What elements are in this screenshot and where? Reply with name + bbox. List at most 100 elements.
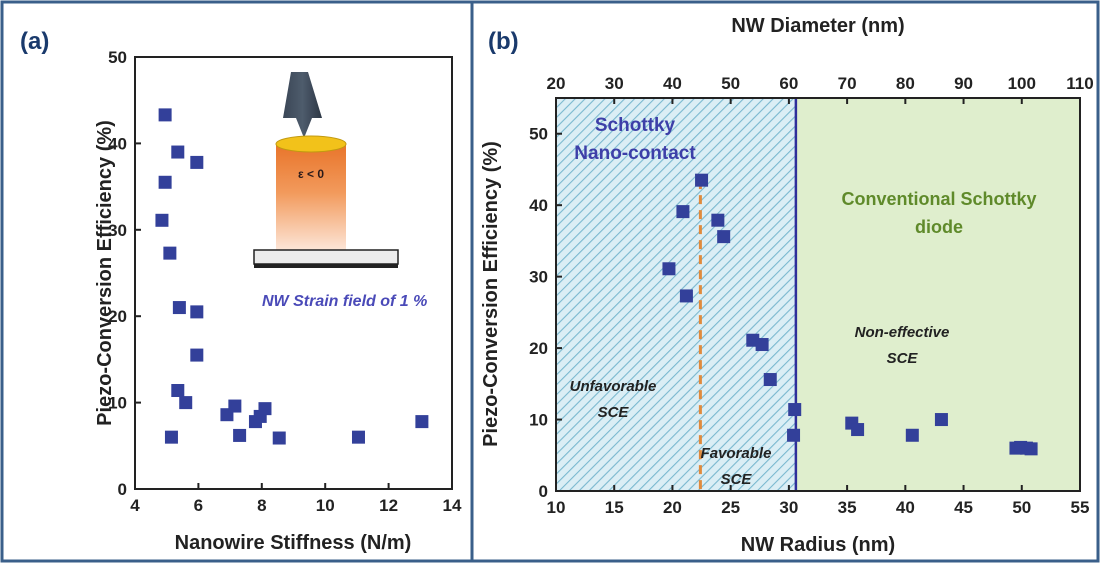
panel-a-x-tick-label: 12 [379,496,398,515]
panel-b-top-tick-label: 30 [605,74,624,93]
favorable-sce-label-2: SCE [721,471,753,488]
panel-a-data-point [155,213,169,227]
panel-b-y-axis-label: Piezo-Conversion Efficiency (%) [480,141,502,447]
strain-epsilon-label: ε < 0 [298,167,324,181]
panel-a-data-point [171,145,185,159]
panel-a-x-tick-label: 10 [316,496,335,515]
panel-b-y-tick-label: 20 [529,339,548,358]
panel-a-data-point [172,301,186,315]
unfavorable-sce-label-2: SCE [598,404,630,421]
panel-a-data-point [351,430,365,444]
panel-b-data-point [711,213,725,227]
panel-b-x-tick-label: 55 [1071,498,1090,517]
noneffective-sce-label-2: SCE [887,350,919,367]
panel-b-y-tick-label: 30 [529,268,548,287]
substrate-icon [253,249,399,265]
panel-a-data-point [164,430,178,444]
panel-a-y-tick-label: 30 [108,221,127,240]
panel-b-data-point [851,423,865,437]
panel-b-x-tick-label: 50 [1012,498,1031,517]
panel-a-x-axis-label: Nanowire Stiffness (N/m) [175,532,412,554]
panel-b-data-point [755,338,769,352]
panel-a-points [155,108,429,445]
panel-a-x-tick-label: 8 [257,496,266,515]
panel-b-top-tick-label: 100 [1008,74,1036,93]
panel-b-data-point [676,205,690,219]
panel-b-data-point [1024,442,1038,456]
panel-a: (a) ε < 0 NW Strain fie [20,28,462,554]
panel-b-points [662,173,1038,456]
panel-b-data-point [679,289,693,303]
panel-b-plot-frame [555,97,1081,492]
panel-b-top-tick-label: 80 [896,74,915,93]
panel-a-data-point [233,428,247,442]
favorable-sce-label-1: Favorable [701,445,772,462]
panel-a-data-point [228,399,242,413]
panel-b-data-point [905,428,919,442]
panel-b-x-tick-label: 20 [663,498,682,517]
panel-a-x-tick-label: 6 [194,496,203,515]
schottky-nanocontact-title-1: Schottky [595,115,676,136]
panel-a-y-tick-label: 50 [108,48,127,67]
panel-b-y-tick-label: 10 [529,411,548,430]
nanowire-icon [276,144,346,252]
panel-a-data-point [258,402,272,416]
schottky-nanocontact-title-2: Nano-contact [574,143,696,164]
panel-b-x-tick-label: 10 [547,498,566,517]
panel-b-data-point [787,428,801,442]
panel-b-x-axis-label: NW Radius (nm) [741,534,895,556]
panel-a-data-point [158,108,172,122]
panel-b-data-point [934,413,948,427]
panel-a-y-tick-label: 40 [108,134,127,153]
panel-a-data-point [179,396,193,410]
panel-b-data-point [662,262,676,276]
panel-b-x-tick-label: 45 [954,498,973,517]
panel-a-data-point [190,348,204,362]
panel-b-top-tick-label: 60 [779,74,798,93]
conventional-diode-region [795,98,1080,491]
panel-b-data-point [717,230,731,244]
panel-a-data-point [163,246,177,260]
panel-b-y-tick-label: 0 [539,482,548,501]
panel-a-data-point [272,431,286,445]
panel-b-data-point [763,373,777,387]
panel-b-top-tick-label: 40 [663,74,682,93]
panel-b-data-point [695,173,709,187]
panel-b-top-tick-label: 20 [547,74,566,93]
panel-a-label: (a) [20,28,49,55]
panel-a-y-tick-label: 10 [108,394,127,413]
panel-b-top-tick-label: 70 [838,74,857,93]
panel-b-x-tick-label: 15 [605,498,624,517]
conventional-diode-title-1: Conventional Schottky [841,189,1036,209]
panel-a-data-point [190,305,204,319]
conventional-diode-title-2: diode [915,217,963,237]
afm-tip-icon [283,72,322,138]
panel-b-y-tick-label: 50 [529,125,548,144]
panel-a-data-point [415,415,429,429]
nanowire-inset: ε < 0 [253,72,399,268]
panel-a-data-point [158,175,172,189]
panel-a-y-tick-label: 20 [108,307,127,326]
nanocontact-region [556,98,796,491]
panel-a-data-point [171,384,185,398]
panel-b-y-tick-label: 40 [529,196,548,215]
panel-b-x-tick-label: 40 [896,498,915,517]
panel-b: (b) Schottky Nano-contact Conventional S… [480,15,1094,556]
panel-b-label: (b) [488,28,519,55]
panel-b-x-tick-label: 25 [721,498,740,517]
panel-b-top-tick-label: 90 [954,74,973,93]
strain-field-annotation: NW Strain field of 1 % [262,293,427,310]
panel-a-plot-frame [134,56,453,490]
panel-a-y-axis-label: Piezo-Conversion Efficiency (%) [94,120,116,426]
panel-b-data-point [788,403,802,417]
panel-a-x-tick-label: 4 [130,496,140,515]
panel-a-x-tick-label: 14 [443,496,462,515]
noneffective-sce-label-1: Non-effective [855,324,950,341]
substrate-base [254,264,398,268]
panel-a-y-tick-label: 0 [118,480,127,499]
nanowire-top-contact-icon [275,135,347,153]
panel-a-data-point [190,155,204,169]
